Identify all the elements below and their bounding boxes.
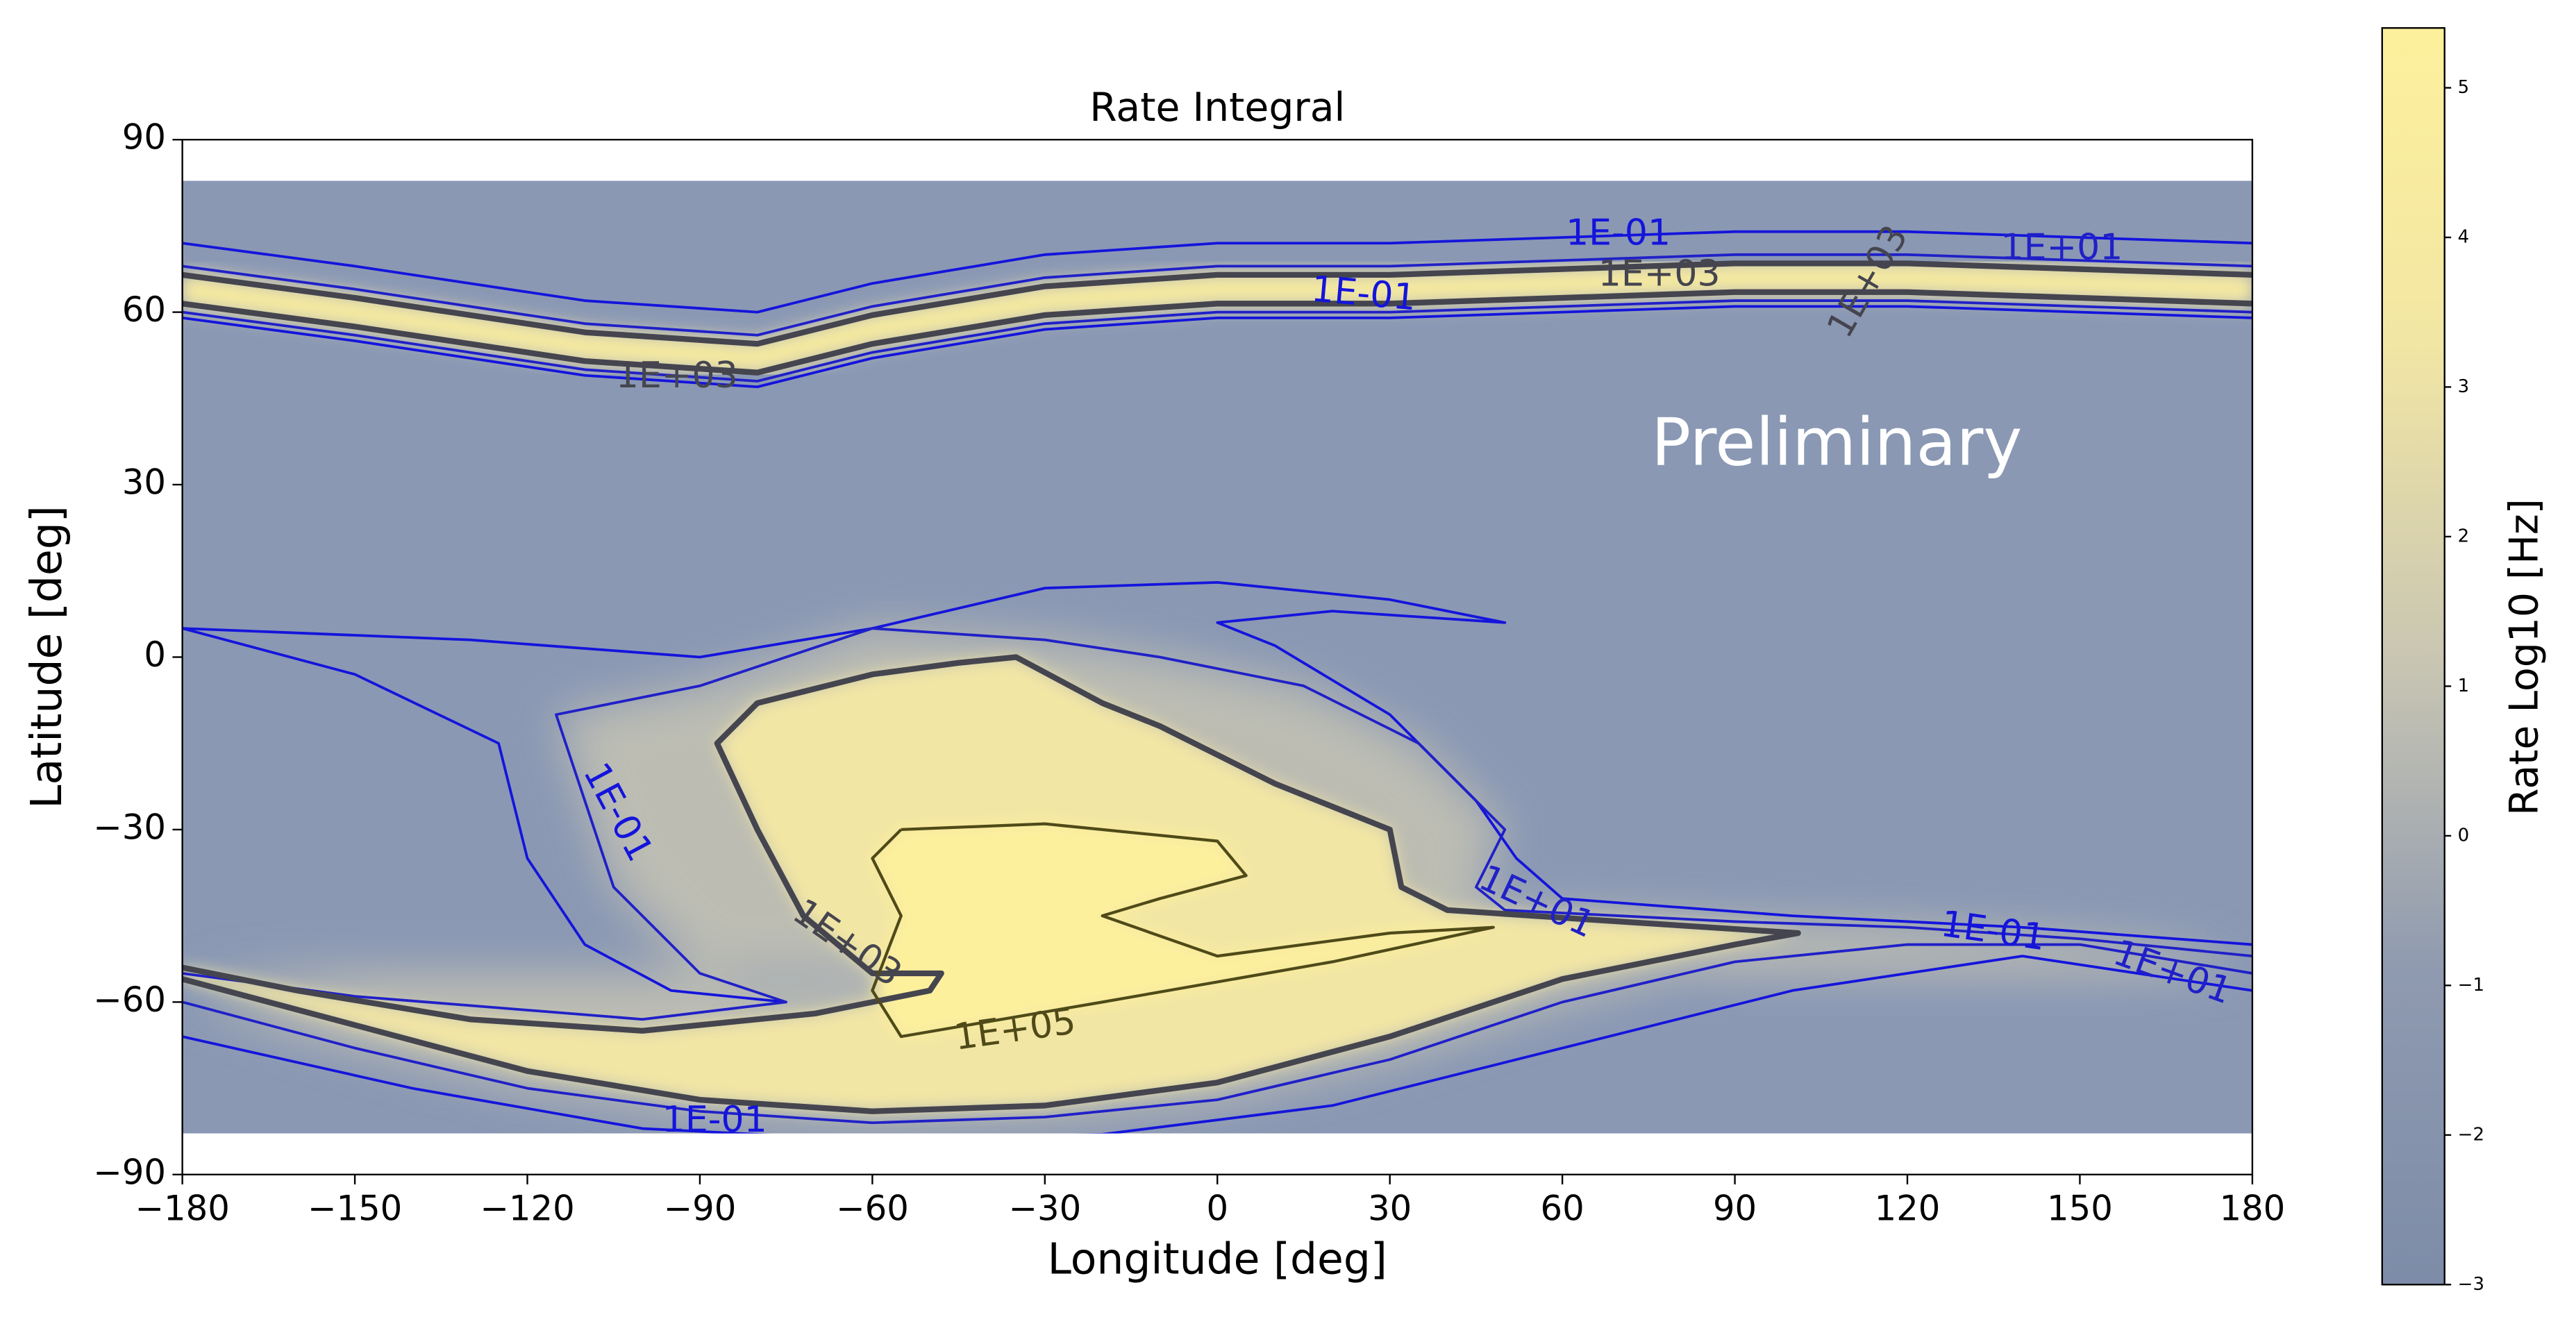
colorbar — [2381, 27, 2445, 1286]
contour-label: 1E+03 — [1598, 253, 1721, 295]
contour-line — [182, 627, 2252, 1021]
watermark: Preliminary — [1651, 405, 2022, 481]
x-tick-label: −30 — [1008, 1188, 1081, 1228]
colorbar-tick-label: −2 — [2458, 1124, 2484, 1145]
y-tick-label: 30 — [122, 462, 166, 503]
contour-label: 1E-01 — [662, 1099, 767, 1141]
y-tick-label: 60 — [122, 290, 166, 330]
contour-line — [182, 943, 2252, 1125]
y-tick-label: −30 — [93, 807, 166, 847]
contour-line — [182, 955, 2252, 1134]
x-tick-label: 60 — [1541, 1188, 1584, 1228]
colorbar-tick-label: 0 — [2458, 825, 2470, 846]
colorbar-tick-label: 3 — [2458, 376, 2470, 397]
map-area — [182, 181, 2252, 1134]
x-tick-label: 30 — [1368, 1188, 1412, 1228]
x-tick-label: −120 — [480, 1188, 574, 1228]
colorbar-tick-label: −3 — [2458, 1274, 2484, 1295]
x-axis-label: Longitude [deg] — [1048, 1234, 1387, 1284]
y-tick-label: −90 — [93, 1152, 166, 1192]
contour-line — [871, 822, 1495, 1039]
x-tick-label: −180 — [135, 1188, 229, 1228]
colorbar-tick-label: 2 — [2458, 526, 2470, 546]
x-tick-label: 90 — [1713, 1188, 1757, 1228]
colorbar-tick-label: 5 — [2458, 77, 2470, 98]
contour-label: 1E+03 — [616, 355, 738, 396]
x-tick-label: 0 — [1206, 1188, 1228, 1228]
x-tick-label: −60 — [836, 1188, 909, 1228]
contour-line — [182, 654, 1801, 1114]
contour-line — [182, 580, 2252, 946]
contour-line — [182, 230, 2252, 314]
x-tick-label: −150 — [308, 1188, 402, 1228]
colorbar-tick-label: 4 — [2458, 226, 2470, 247]
field-glow — [182, 267, 2252, 369]
x-tick-label: 120 — [1875, 1188, 1941, 1228]
colorbar-tick-label: −1 — [2458, 975, 2484, 996]
colorbar-tick-label: 1 — [2458, 676, 2470, 696]
contour-line — [182, 260, 2252, 347]
y-tick-label: 0 — [144, 635, 166, 675]
contour-label: 1E-01 — [1566, 212, 1671, 253]
contour-line — [182, 627, 787, 1004]
contour-line — [182, 299, 2252, 383]
y-tick-label: −60 — [93, 980, 166, 1020]
x-tick-label: −90 — [664, 1188, 737, 1228]
contour-line — [182, 253, 2252, 337]
y-tick-label: 90 — [122, 117, 166, 158]
x-tick-label: 180 — [2219, 1188, 2285, 1228]
contour-line — [182, 305, 2252, 389]
x-tick-label: 150 — [2047, 1188, 2113, 1228]
field-glow — [872, 823, 1494, 1037]
y-axis-label: Latitude [deg] — [22, 505, 72, 809]
chart-title: Rate Integral — [1089, 85, 1345, 131]
contour-label: 1E+01 — [2000, 227, 2123, 269]
contour-line — [182, 289, 2252, 376]
contour-label: 1E-01 — [1310, 268, 1418, 319]
colorbar-label: Rate Log10 [Hz] — [2502, 498, 2548, 816]
